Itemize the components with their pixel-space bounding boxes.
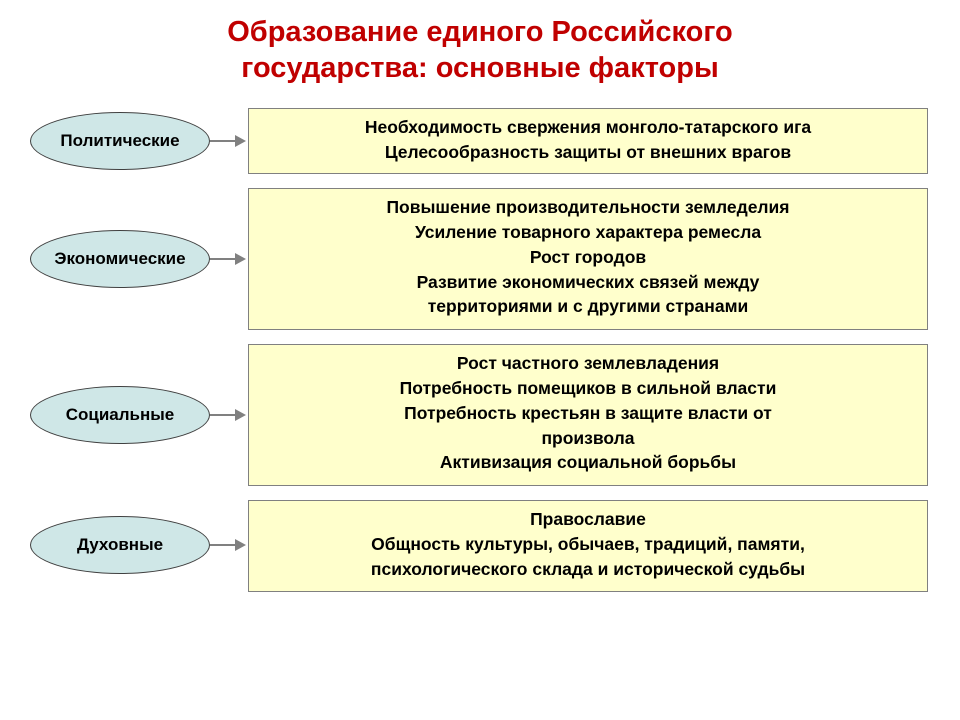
arrow-icon <box>210 414 244 416</box>
factor-row: Социальные Рост частного землевладенияПот… <box>0 344 960 486</box>
factor-row: Экономические Повышение производительност… <box>0 188 960 330</box>
arrow-icon <box>210 140 244 142</box>
factor-box: Рост частного землевладенияПотребность п… <box>248 344 928 486</box>
factor-ellipse: Политические <box>30 112 210 170</box>
factor-row: Политические Необходимость свержения монг… <box>0 108 960 174</box>
title-line-1: Образование единого Российского <box>227 16 733 48</box>
factor-ellipse: Социальные <box>30 386 210 444</box>
arrow-icon <box>210 544 244 546</box>
factor-ellipse: Экономические <box>30 230 210 288</box>
factor-box: ПравославиеОбщность культуры, обычаев, т… <box>248 500 928 592</box>
factor-box: Необходимость свержения монголо-татарско… <box>248 108 928 174</box>
factor-ellipse: Духовные <box>30 516 210 574</box>
factor-box: Повышение производительности земледелияУ… <box>248 188 928 330</box>
title-line-2: государства: основные факторы <box>241 52 718 84</box>
diagram-title: Образование единого Российского государс… <box>0 0 960 91</box>
arrow-icon <box>210 258 244 260</box>
factor-rows-container: Политические Необходимость свержения монг… <box>0 108 960 606</box>
factor-row: Духовные ПравославиеОбщность культуры, об… <box>0 500 960 592</box>
